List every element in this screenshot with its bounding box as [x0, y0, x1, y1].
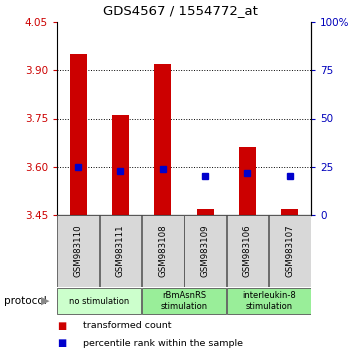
Bar	[197, 209, 214, 215]
Bar	[184, 215, 226, 287]
Text: ■: ■	[57, 321, 66, 331]
Text: GSM983109: GSM983109	[201, 225, 210, 277]
Text: ■: ■	[57, 338, 66, 348]
Bar	[155, 64, 171, 215]
Text: GDS4567 / 1554772_at: GDS4567 / 1554772_at	[103, 5, 258, 17]
Text: no stimulation: no stimulation	[69, 297, 130, 306]
Bar	[112, 115, 129, 215]
Bar	[142, 288, 226, 314]
Text: transformed count: transformed count	[77, 321, 171, 330]
Text: rBmAsnRS
stimulation: rBmAsnRS stimulation	[160, 291, 208, 311]
Bar	[100, 215, 142, 287]
Bar	[269, 215, 311, 287]
Text: GSM983111: GSM983111	[116, 225, 125, 277]
Bar	[227, 215, 269, 287]
Bar	[57, 288, 142, 314]
Text: protocol: protocol	[4, 296, 46, 306]
Text: GSM983110: GSM983110	[74, 225, 83, 277]
Bar	[281, 209, 298, 215]
Bar	[70, 54, 87, 215]
Text: ▶: ▶	[41, 296, 50, 306]
Bar	[57, 215, 99, 287]
Text: percentile rank within the sample: percentile rank within the sample	[77, 338, 243, 348]
Bar	[227, 288, 311, 314]
Bar	[239, 148, 256, 215]
Text: GSM983106: GSM983106	[243, 225, 252, 277]
Text: GSM983108: GSM983108	[158, 225, 168, 277]
Text: interleukin-8
stimulation: interleukin-8 stimulation	[242, 291, 296, 311]
Bar	[142, 215, 184, 287]
Text: GSM983107: GSM983107	[285, 225, 294, 277]
